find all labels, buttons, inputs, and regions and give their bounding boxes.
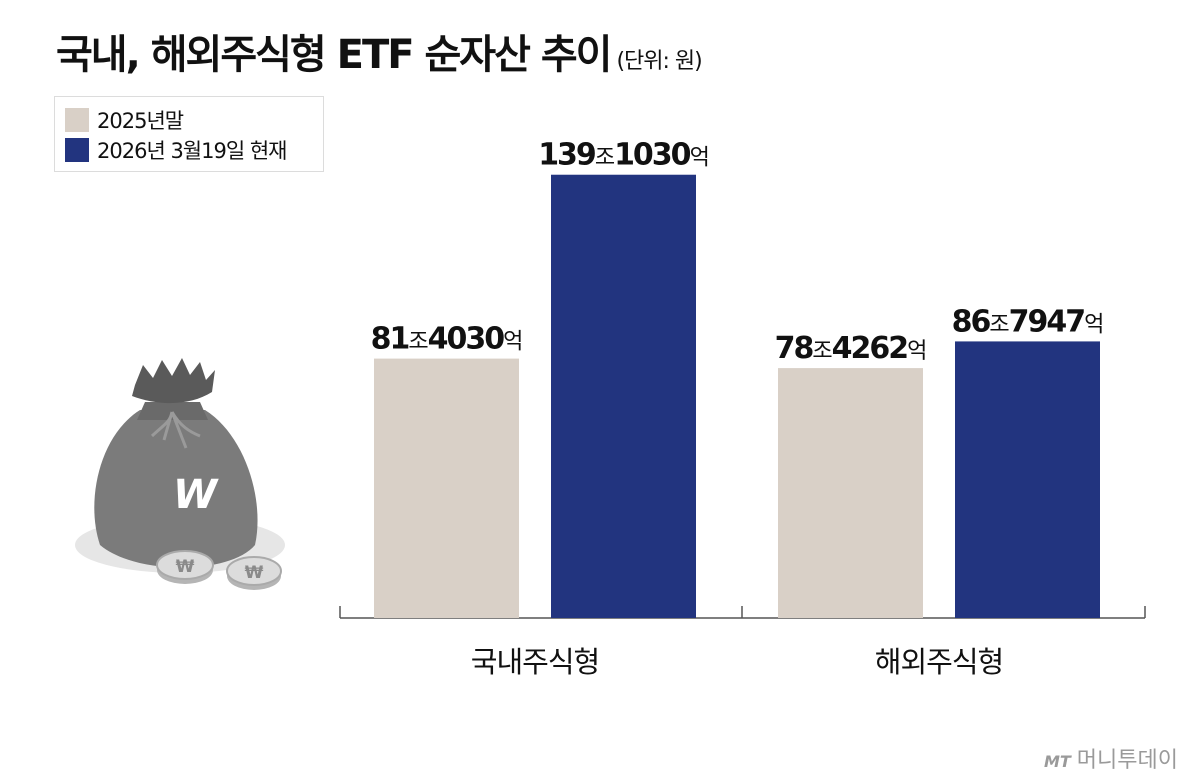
data-label-해외주식형-0: 78조4262억 <box>775 331 927 366</box>
bag-string <box>150 411 201 449</box>
title-text: 국내, 해외주식형 ETF 순자산 추이 <box>56 32 612 78</box>
data-label-국내주식형-0: 81조4030억 <box>371 322 523 357</box>
chart-title: 국내, 해외주식형 ETF 순자산 추이 (단위: 원) <box>56 22 703 80</box>
category-label-0: 국내주식형 <box>471 645 599 679</box>
coin-2: ₩ <box>226 556 282 590</box>
bar-국내주식형-1 <box>551 174 696 619</box>
coin-1: ₩ <box>156 550 214 584</box>
legend-item-2026: 2026년 3월19일 현재 <box>65 135 313 165</box>
data-label-해외주식형-1: 86조7947억 <box>952 304 1104 339</box>
legend-label-2026: 2026년 3월19일 현재 <box>97 139 287 163</box>
legend-label-2025: 2025년말 <box>97 109 184 133</box>
bar-국내주식형-0 <box>374 358 519 618</box>
bag-top-frill <box>132 358 215 404</box>
bag-neck <box>137 402 208 420</box>
bar-해외주식형-1 <box>955 341 1100 618</box>
bag-symbol: W <box>173 472 219 518</box>
legend-swatch-2025 <box>65 108 89 132</box>
logo: MT 머니투데이 <box>1044 742 1178 774</box>
category-label-1: 해외주식형 <box>875 645 1003 679</box>
legend-swatch-2026 <box>65 138 89 162</box>
bag-body <box>94 410 258 568</box>
logo-mark: MT <box>1043 752 1071 771</box>
unit-label: (단위: 원) <box>616 49 702 74</box>
legend: 2025년말 2026년 3월19일 현재 <box>54 96 324 172</box>
data-label-국내주식형-1: 139조1030억 <box>538 138 709 173</box>
legend-item-2025: 2025년말 <box>65 105 313 135</box>
coin-symbol-2: ₩ <box>245 563 264 583</box>
coin-symbol-1: ₩ <box>176 557 195 577</box>
money-bag-icon: W ₩ ₩ <box>75 358 285 590</box>
bar-해외주식형-0 <box>778 368 923 618</box>
logo-text: 머니투데이 <box>1076 748 1178 773</box>
